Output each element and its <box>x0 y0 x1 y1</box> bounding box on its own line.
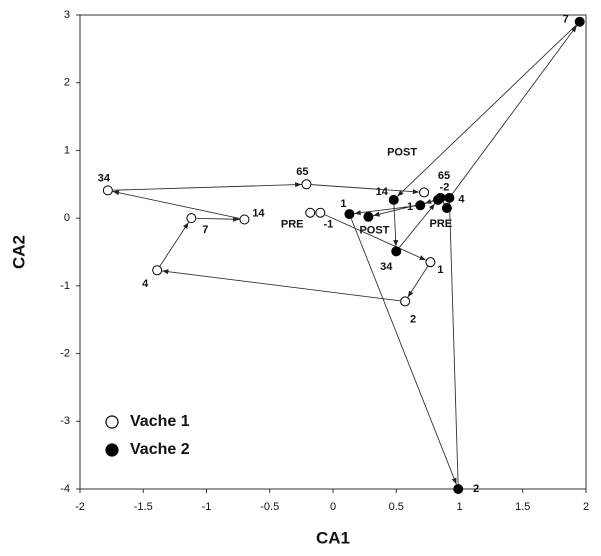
point-label: POST <box>359 225 389 237</box>
trajectory-segment <box>397 24 577 197</box>
point-label: 65 <box>438 170 450 182</box>
x-tick-label: -1.5 <box>134 501 153 513</box>
point-label: 14 <box>252 207 265 219</box>
point-label: 7 <box>202 224 208 236</box>
trajectory-segment <box>350 218 457 485</box>
point <box>419 187 430 198</box>
trajectory-segment <box>451 25 578 195</box>
y-tick-label: 3 <box>64 9 70 21</box>
trajectory-segment <box>354 205 416 216</box>
legend-label: Vache 1 <box>130 413 190 430</box>
trajectory-segment <box>162 269 401 302</box>
x-axis-title: CA1 <box>316 528 350 547</box>
trajectory-segment <box>399 203 436 248</box>
x-tick-label: 2 <box>583 501 589 513</box>
trajectory-segment <box>112 182 302 191</box>
point-label: -2 <box>440 182 450 194</box>
point <box>453 484 464 494</box>
trajectory-segment <box>196 216 240 222</box>
trajectory-segment <box>447 202 459 485</box>
y-tick-label: -4 <box>60 483 70 495</box>
x-tick-label: 1.5 <box>515 501 530 513</box>
point <box>400 296 411 307</box>
point-label: 65 <box>296 166 308 178</box>
point <box>315 207 326 218</box>
trajectory-segment <box>159 222 189 267</box>
trajectory-segment <box>393 204 399 247</box>
x-tick-label: 0 <box>330 501 336 513</box>
point <box>239 214 250 225</box>
point-label: PRE <box>281 219 304 231</box>
point-label: 2 <box>473 483 479 495</box>
point <box>444 192 455 203</box>
point-label: 1 <box>437 264 443 276</box>
y-tick-label: -1 <box>60 280 70 292</box>
legend-marker <box>105 415 119 429</box>
trajectory-segment <box>324 214 427 261</box>
y-tick-label: 2 <box>64 77 70 89</box>
point <box>574 16 585 27</box>
point-label: 34 <box>380 261 393 273</box>
point <box>363 211 374 222</box>
point <box>425 257 436 268</box>
x-tick-label: 0.5 <box>389 501 404 513</box>
x-tick-label: 1 <box>456 501 462 513</box>
point <box>305 207 316 218</box>
point <box>186 213 197 224</box>
x-tick-label: -2 <box>75 501 85 513</box>
point-label: -1 <box>403 201 413 213</box>
point-label: PRE <box>430 218 453 230</box>
point-label: POST <box>387 146 417 158</box>
legend-marker <box>105 443 119 457</box>
y-tick-label: -2 <box>60 347 70 359</box>
point <box>388 194 399 205</box>
point <box>415 200 426 211</box>
point-label: 14 <box>376 186 389 198</box>
y-tick-label: -3 <box>60 415 70 427</box>
point <box>432 194 443 205</box>
point-label: 1 <box>340 198 346 210</box>
trajectory-segment <box>442 201 449 209</box>
y-tick-label: 0 <box>64 212 70 224</box>
y-tick-label: 1 <box>64 144 70 156</box>
point-label: 7 <box>563 14 569 26</box>
point-label: 34 <box>98 172 111 184</box>
legend-label: Vache 2 <box>130 441 190 458</box>
point-label: -1 <box>323 219 333 231</box>
point <box>441 202 452 213</box>
point-label: 4 <box>458 194 465 206</box>
point <box>102 185 113 196</box>
point <box>152 265 163 276</box>
y-axis-title: CA2 <box>9 235 28 269</box>
x-tick-label: -1 <box>202 501 212 513</box>
point-label: 4 <box>142 278 149 290</box>
point-label: 2 <box>410 313 416 325</box>
point <box>344 209 355 220</box>
x-tick-label: -0.5 <box>260 501 279 513</box>
point <box>391 246 402 257</box>
trajectory-segment <box>407 266 429 298</box>
point <box>301 179 312 190</box>
trajectory-segment <box>112 190 240 219</box>
